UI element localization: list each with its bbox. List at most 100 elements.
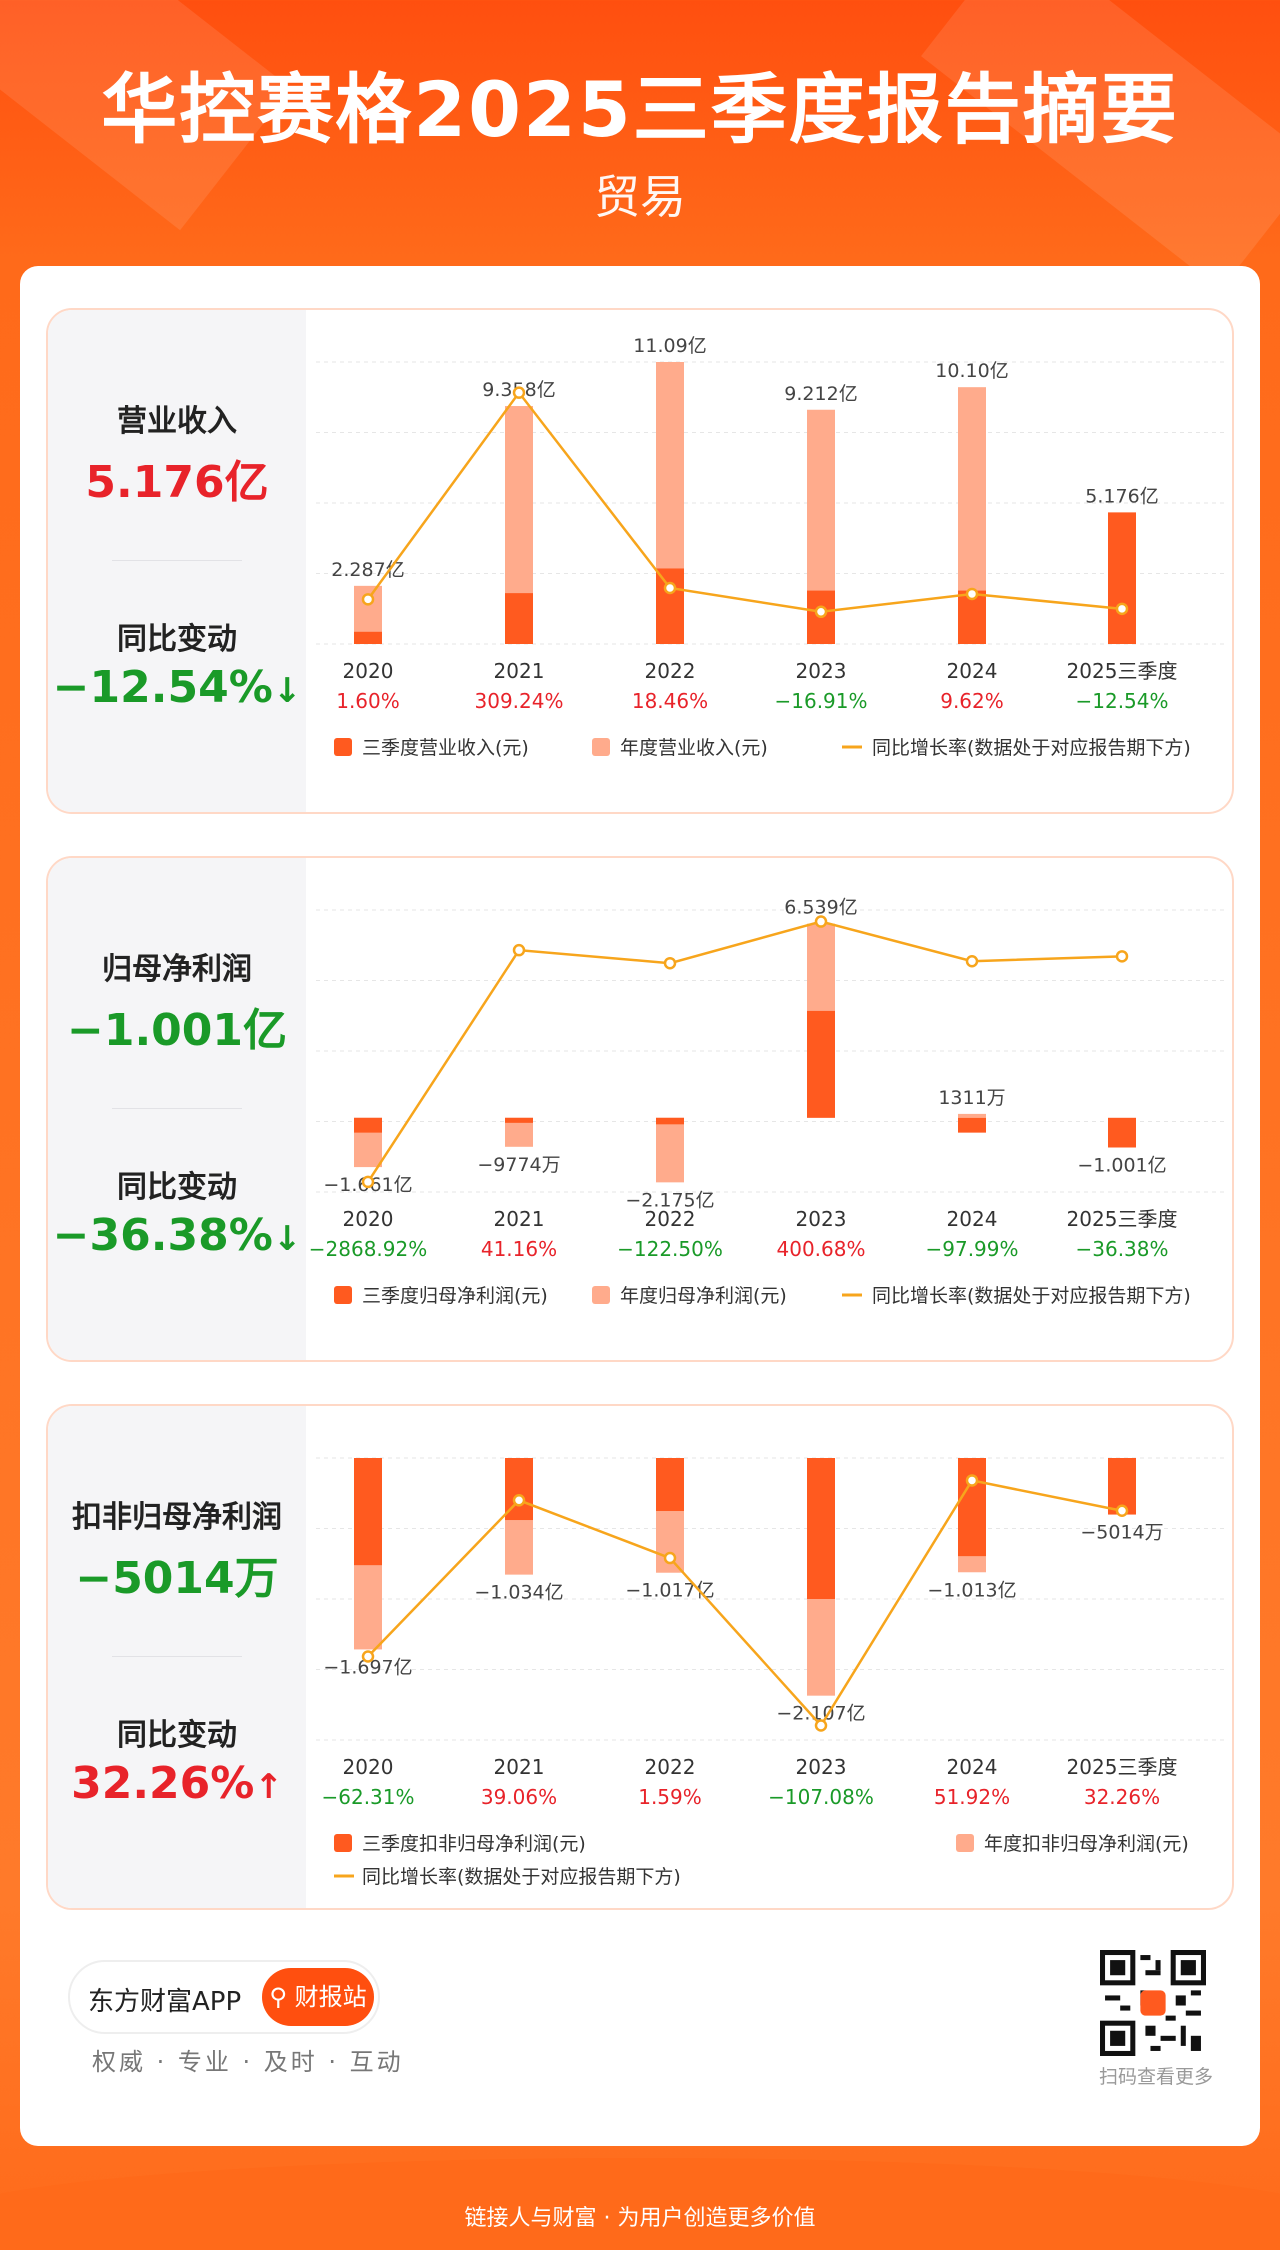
category-label: 2020 [343,1207,394,1231]
legend-q3-swatch [334,738,352,756]
bar-value-label: −5014万 [1080,1522,1163,1544]
category-label: 2023 [796,1207,847,1231]
bar-value-label: 10.10亿 [935,360,1008,382]
app-pill[interactable]: 东方财富APP ⚲ 财报站 [68,1960,380,2034]
revenue-chart: 2.287亿20201.60%9.358亿2021309.24%11.09亿20… [316,335,1226,759]
deducted-profit-label: 扣非归母净利润 [72,1500,282,1535]
net-profit-label: 归母净利润 [102,952,252,987]
legend-q3-swatch [334,1834,352,1852]
growth-label: −12.54% [1075,689,1168,713]
report-card: 营业收入 5.176亿 同比变动 −12.54%↓ 2.287亿 2020 1.60… [20,266,1260,2146]
revenue-panel: 营业收入 5.176亿 同比变动 −12.54%↓ 2.287亿 2020 1.60… [46,308,1234,814]
growth-label: 1.60% [336,689,400,713]
growth-label: 9.62% [940,689,1004,713]
category-label: 2021 [494,659,545,683]
growth-label: −2868.92% [309,1237,427,1261]
qr-code-icon[interactable] [1100,1950,1206,2056]
category-label: 2025三季度 [1067,659,1178,683]
category-label: 2022 [645,1755,696,1779]
revenue-value: 5.176亿 [85,457,269,508]
category-label: 2024 [947,659,998,683]
growth-point [663,581,677,595]
deducted-profit-change-value: 32.26%↑ [71,1758,283,1809]
net-profit-change-value: −36.38%↓ [52,1210,302,1261]
growth-point [361,593,375,606]
category-label: 2021 [494,1207,545,1231]
growth-point [1115,950,1129,963]
legend-annual-swatch [592,738,610,756]
deducted-profit-chart: −1.697亿 2020 −62.31% −1.034亿 2021 39.06% −1.01… [316,1457,1226,1888]
bar-value-label: −1.013亿 [927,1579,1016,1601]
qr-caption: 扫码查看更多 [1098,2066,1213,2088]
growth-point [663,1551,677,1565]
growth-point [1115,602,1129,616]
growth-point [814,915,828,928]
bar-value-label: −1.001亿 [1077,1155,1166,1177]
growth-point [814,1719,828,1732]
legend-annual-swatch [592,1286,610,1304]
growth-point [663,956,677,970]
financial-report-button[interactable]: ⚲ 财报站 [262,1968,374,2026]
legend-q3-swatch [334,1286,352,1304]
category-label: 2021 [494,1755,545,1779]
divider [112,1656,242,1657]
category-label: 2023 [796,659,847,683]
growth-line [366,920,1123,1183]
divider [112,560,242,561]
growth-point [512,386,526,399]
annual-bar [958,1113,986,1118]
net-profit-change-label: 同比变动 [117,1170,237,1205]
legend-annual-label: 年度归母净利润(元) [620,1285,787,1307]
revenue-summary: 营业收入 5.176亿 同比变动 −12.54%↓ [48,310,306,812]
category-label: 2025三季度 [1067,1207,1178,1231]
growth-point [965,587,979,601]
footer-wave [0,2158,1280,2250]
growth-label: 39.06% [481,1785,557,1809]
deducted-profit-summary: 扣非归母净利润 −5014万 同比变动 32.26%↑ [48,1406,306,1908]
growth-label: 1.59% [638,1785,702,1809]
q3-bar [958,1458,986,1557]
q3-bar [354,631,382,644]
growth-point [512,943,526,957]
app-name: 东方财富APP [88,1987,242,2017]
q3-bar [505,1117,533,1123]
growth-point [512,1494,526,1507]
legend-annual-label: 年度营业收入(元) [620,737,768,759]
growth-label: −97.99% [925,1237,1018,1261]
bar-value-label: −1.034亿 [474,1582,563,1604]
q3-bar [656,1117,684,1125]
legend-annual-swatch [956,1834,974,1852]
growth-point [965,1474,979,1487]
q3-bar [656,1458,684,1512]
q3-bar [354,1458,382,1566]
category-label: 2022 [645,1207,696,1231]
q3-bar [656,568,684,644]
category-label: 2024 [947,1207,998,1231]
growth-label: −62.31% [321,1785,414,1809]
q3-bar [958,1117,986,1133]
revenue-change-value: −12.54%↓ [52,662,302,713]
category-label: 2020 [343,1755,394,1779]
bar-value-label: 5.176亿 [1085,485,1158,507]
net-profit-summary: 归母净利润 −1.001亿 同比变动 −36.38%↓ [48,858,306,1360]
deducted-profit-change-label: 同比变动 [117,1718,237,1753]
growth-point [814,605,828,619]
category-label: 2023 [796,1755,847,1779]
search-icon: ⚲ [269,1983,287,2011]
growth-point [965,955,979,968]
bar-value-label: 6.539亿 [784,897,857,919]
legend-q3-label: 三季度归母净利润(元) [362,1285,548,1307]
q3-bar [807,1458,835,1599]
bar-value-label: −9774万 [477,1154,560,1176]
growth-label: 309.24% [475,689,564,713]
legend-q3-label: 三季度扣非归母净利润(元) [362,1833,586,1855]
growth-label: −107.08% [768,1785,874,1809]
bar-value-label: 1311万 [938,1087,1005,1109]
growth-label: −36.38% [1075,1237,1168,1261]
q3-bar [1108,1117,1136,1148]
bar-value-label: −2.107亿 [776,1703,865,1725]
growth-line [366,390,1123,614]
divider [112,1108,242,1109]
category-label: 2022 [645,659,696,683]
bar-value-label: 9.212亿 [784,383,857,405]
